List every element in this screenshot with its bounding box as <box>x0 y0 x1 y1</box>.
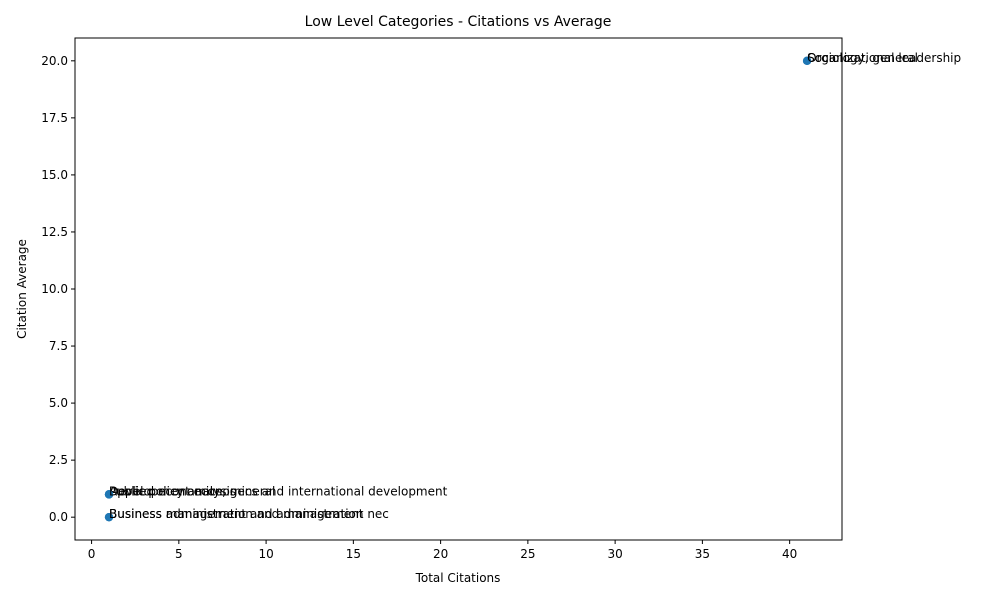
x-tick-label: 5 <box>175 547 183 561</box>
data-point <box>104 490 114 499</box>
point-annotation: Development economics and international … <box>109 484 448 498</box>
y-axis-label: Citation Average <box>15 239 29 339</box>
point-annotation: Business administration and management <box>109 507 364 521</box>
y-tick-label: 10.0 <box>41 282 68 296</box>
x-axis-label: Total Citations <box>415 571 501 585</box>
point-annotation: Applied economics, general <box>109 484 275 498</box>
chart-title: Low Level Categories - Citations vs Aver… <box>305 14 612 30</box>
data-point <box>802 56 812 66</box>
y-tick-label: 12.5 <box>41 225 68 239</box>
x-tick-label: 20 <box>433 547 448 561</box>
x-tick-label: 30 <box>607 547 622 561</box>
x-tick-label: 10 <box>258 547 273 561</box>
point-annotation: Public policy analysis <box>109 484 236 498</box>
plot-frame <box>74 37 843 541</box>
x-tick-label: 15 <box>346 547 361 561</box>
point-annotation: Business management and administration n… <box>109 507 389 521</box>
data-point <box>104 512 114 522</box>
y-tick-label: 7.5 <box>49 339 68 353</box>
x-tick-label: 25 <box>520 547 535 561</box>
point-annotation: Sociology, general <box>807 51 918 65</box>
x-tick-label: 40 <box>782 547 797 561</box>
y-tick-label: 17.5 <box>41 111 68 125</box>
point-annotation: Organizational leadership <box>807 51 961 65</box>
plot-area: 0 5 10 15 20 25 30 35 40 0.0 2.5 5.0 7.5 10.0 12.5 15.0… <box>41 37 961 561</box>
x-tick-label: 0 <box>88 547 96 561</box>
y-tick-label: 5.0 <box>49 396 68 410</box>
y-tick-label: 15.0 <box>41 168 68 182</box>
y-tick-label: 20.0 <box>41 54 68 68</box>
y-tick-label: 2.5 <box>49 453 68 467</box>
x-tick-label: 35 <box>695 547 710 561</box>
y-tick-label: 0.0 <box>49 510 68 524</box>
